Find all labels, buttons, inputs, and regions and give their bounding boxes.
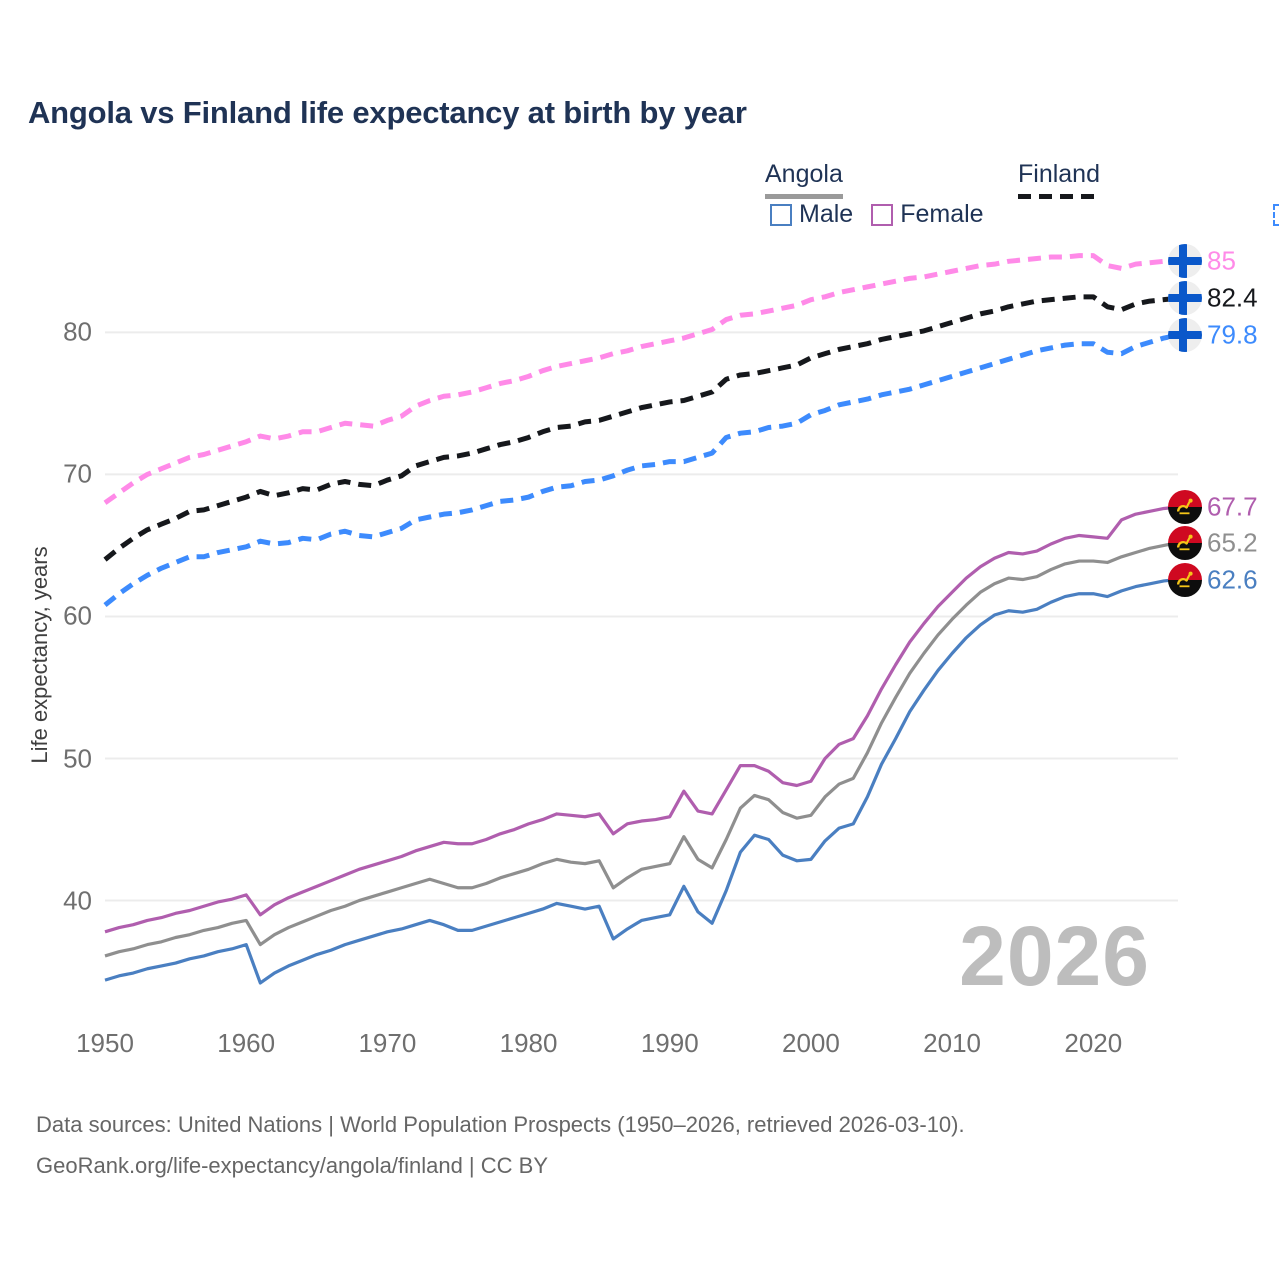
angola-flag-icon <box>1168 525 1202 560</box>
end-value-label-finland-female: 85 <box>1207 245 1236 276</box>
finland-flag-icon <box>1168 244 1202 279</box>
x-tick-label: 1990 <box>640 1028 699 1058</box>
legend-group-finland: Finland Male Female <box>1018 160 1280 226</box>
angola-flag-icon <box>1168 562 1202 597</box>
y-axis-title: Life expectancy, years <box>27 546 52 764</box>
finland-flag-icon <box>1168 318 1202 353</box>
legend-label: Male <box>799 200 854 228</box>
legend-item-angola-male[interactable]: Male <box>770 202 853 227</box>
legend-swatch-icon <box>1273 203 1280 226</box>
legend-group-angola: Angola Male Female <box>765 160 984 227</box>
legend: Angola Male Female Finland Male <box>760 160 1280 240</box>
series-line <box>104 505 1179 934</box>
footer: Data sources: United Nations | World Pop… <box>36 1105 965 1186</box>
end-value-label-finland-male: 79.8 <box>1207 319 1258 350</box>
x-tick-label: 1980 <box>499 1028 558 1058</box>
legend-country-angola: Angola <box>765 160 843 188</box>
end-value-label-finland-total: 82.4 <box>1207 282 1258 313</box>
series-line <box>103 332 1179 608</box>
series-line <box>103 253 1178 505</box>
x-tick-label: 2020 <box>1064 1028 1123 1058</box>
y-tick-label: 80 <box>63 316 92 347</box>
legend-rule-angola <box>765 194 843 199</box>
gridlines <box>105 331 1178 902</box>
year-watermark: 2026 <box>959 909 1150 1003</box>
end-value-label-angola-total: 65.2 <box>1207 527 1258 558</box>
legend-label: Female <box>900 200 984 228</box>
series-lines <box>103 253 1179 985</box>
finland-flag-icon <box>1168 281 1202 316</box>
y-tick-label: 40 <box>63 885 92 916</box>
angola-flag-icon <box>1168 490 1202 525</box>
end-value-label-angola-female: 67.7 <box>1207 491 1258 522</box>
legend-rule-finland <box>1018 194 1100 199</box>
y-tick-label: 50 <box>63 743 92 773</box>
end-value-label-angola-male: 62.6 <box>1207 564 1258 594</box>
legend-swatch-icon <box>871 203 894 226</box>
x-tick-label: 2000 <box>781 1028 840 1058</box>
footer-line-attribution: GeoRank.org/life-expectancy/angola/finla… <box>36 1152 548 1178</box>
footer-line-sources: Data sources: United Nations | World Pop… <box>36 1112 965 1137</box>
legend-item-angola-female[interactable]: Female <box>871 200 984 228</box>
x-tick-label: 1970 <box>358 1028 417 1058</box>
series-line <box>104 541 1179 958</box>
x-tick-label: 1950 <box>76 1028 134 1058</box>
x-tick-label: 1960 <box>217 1028 276 1058</box>
page-title: Angola vs Finland life expectancy at bir… <box>28 95 747 130</box>
y-tick-label: 70 <box>63 458 92 489</box>
legend-swatch-icon <box>770 203 792 226</box>
legend-country-finland: Finland <box>1018 160 1100 188</box>
legend-item-finland-male[interactable]: Male <box>1273 202 1280 227</box>
x-tick-label: 2010 <box>923 1028 982 1058</box>
y-tick-label: 60 <box>63 600 92 631</box>
series-line <box>103 294 1179 562</box>
